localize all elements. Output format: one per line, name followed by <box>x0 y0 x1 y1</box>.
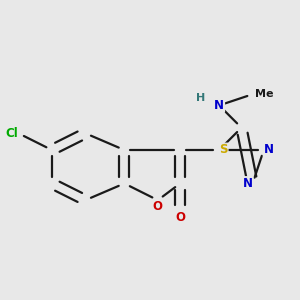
Text: N: N <box>243 177 253 190</box>
Text: H: H <box>196 93 205 103</box>
Text: N: N <box>214 99 224 112</box>
Text: O: O <box>153 200 163 213</box>
Text: Me: Me <box>255 89 274 99</box>
Text: O: O <box>175 211 185 224</box>
Text: S: S <box>219 143 228 157</box>
Text: N: N <box>264 143 274 157</box>
Text: Cl: Cl <box>6 127 18 140</box>
